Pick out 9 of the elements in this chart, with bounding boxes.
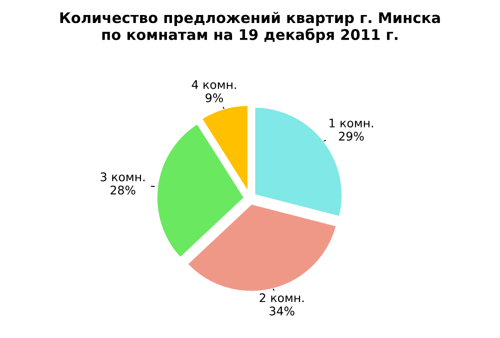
- slice-label: 4 комн.: [192, 80, 236, 90]
- chart-title: Количество предложений квартир г. Минска по комнатам на 19 декабря 2011 г.: [60, 12, 440, 43]
- data-label: 29%: [339, 132, 364, 141]
- data-label: 9%: [206, 93, 223, 102]
- slice-label: 3 комн.: [100, 172, 145, 182]
- data-label: 34%: [270, 306, 294, 316]
- slice-label: 1 комн.: [330, 118, 374, 128]
- slice-label: 2 комн.: [260, 293, 304, 302]
- data-label: 28%: [110, 186, 136, 195]
